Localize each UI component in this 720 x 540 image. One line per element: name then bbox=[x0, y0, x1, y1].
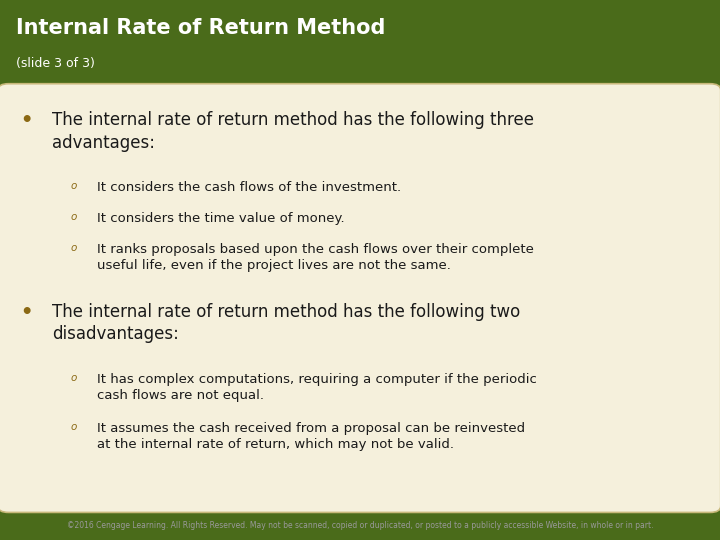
Text: It assumes the cash received from a proposal can be reinvested
at the internal r: It assumes the cash received from a prop… bbox=[97, 422, 526, 450]
Text: o: o bbox=[71, 243, 77, 253]
FancyBboxPatch shape bbox=[0, 84, 720, 512]
Text: It considers the time value of money.: It considers the time value of money. bbox=[97, 212, 345, 225]
Text: o: o bbox=[71, 181, 77, 191]
Text: o: o bbox=[71, 422, 77, 431]
Text: The internal rate of return method has the following two
disadvantages:: The internal rate of return method has t… bbox=[52, 302, 520, 343]
Text: It considers the cash flows of the investment.: It considers the cash flows of the inves… bbox=[97, 181, 401, 194]
Text: It ranks proposals based upon the cash flows over their complete
useful life, ev: It ranks proposals based upon the cash f… bbox=[97, 243, 534, 272]
Text: ©2016 Cengage Learning. All Rights Reserved. May not be scanned, copied or dupli: ©2016 Cengage Learning. All Rights Reser… bbox=[67, 521, 653, 530]
Text: •: • bbox=[20, 302, 32, 321]
Text: o: o bbox=[71, 373, 77, 382]
Text: It has complex computations, requiring a computer if the periodic
cash flows are: It has complex computations, requiring a… bbox=[97, 373, 537, 402]
Text: (slide 3 of 3): (slide 3 of 3) bbox=[16, 57, 95, 70]
Text: Internal Rate of Return Method: Internal Rate of Return Method bbox=[16, 18, 385, 38]
Text: o: o bbox=[71, 212, 77, 222]
Text: The internal rate of return method has the following three
advantages:: The internal rate of return method has t… bbox=[52, 111, 534, 152]
Text: •: • bbox=[20, 111, 32, 131]
